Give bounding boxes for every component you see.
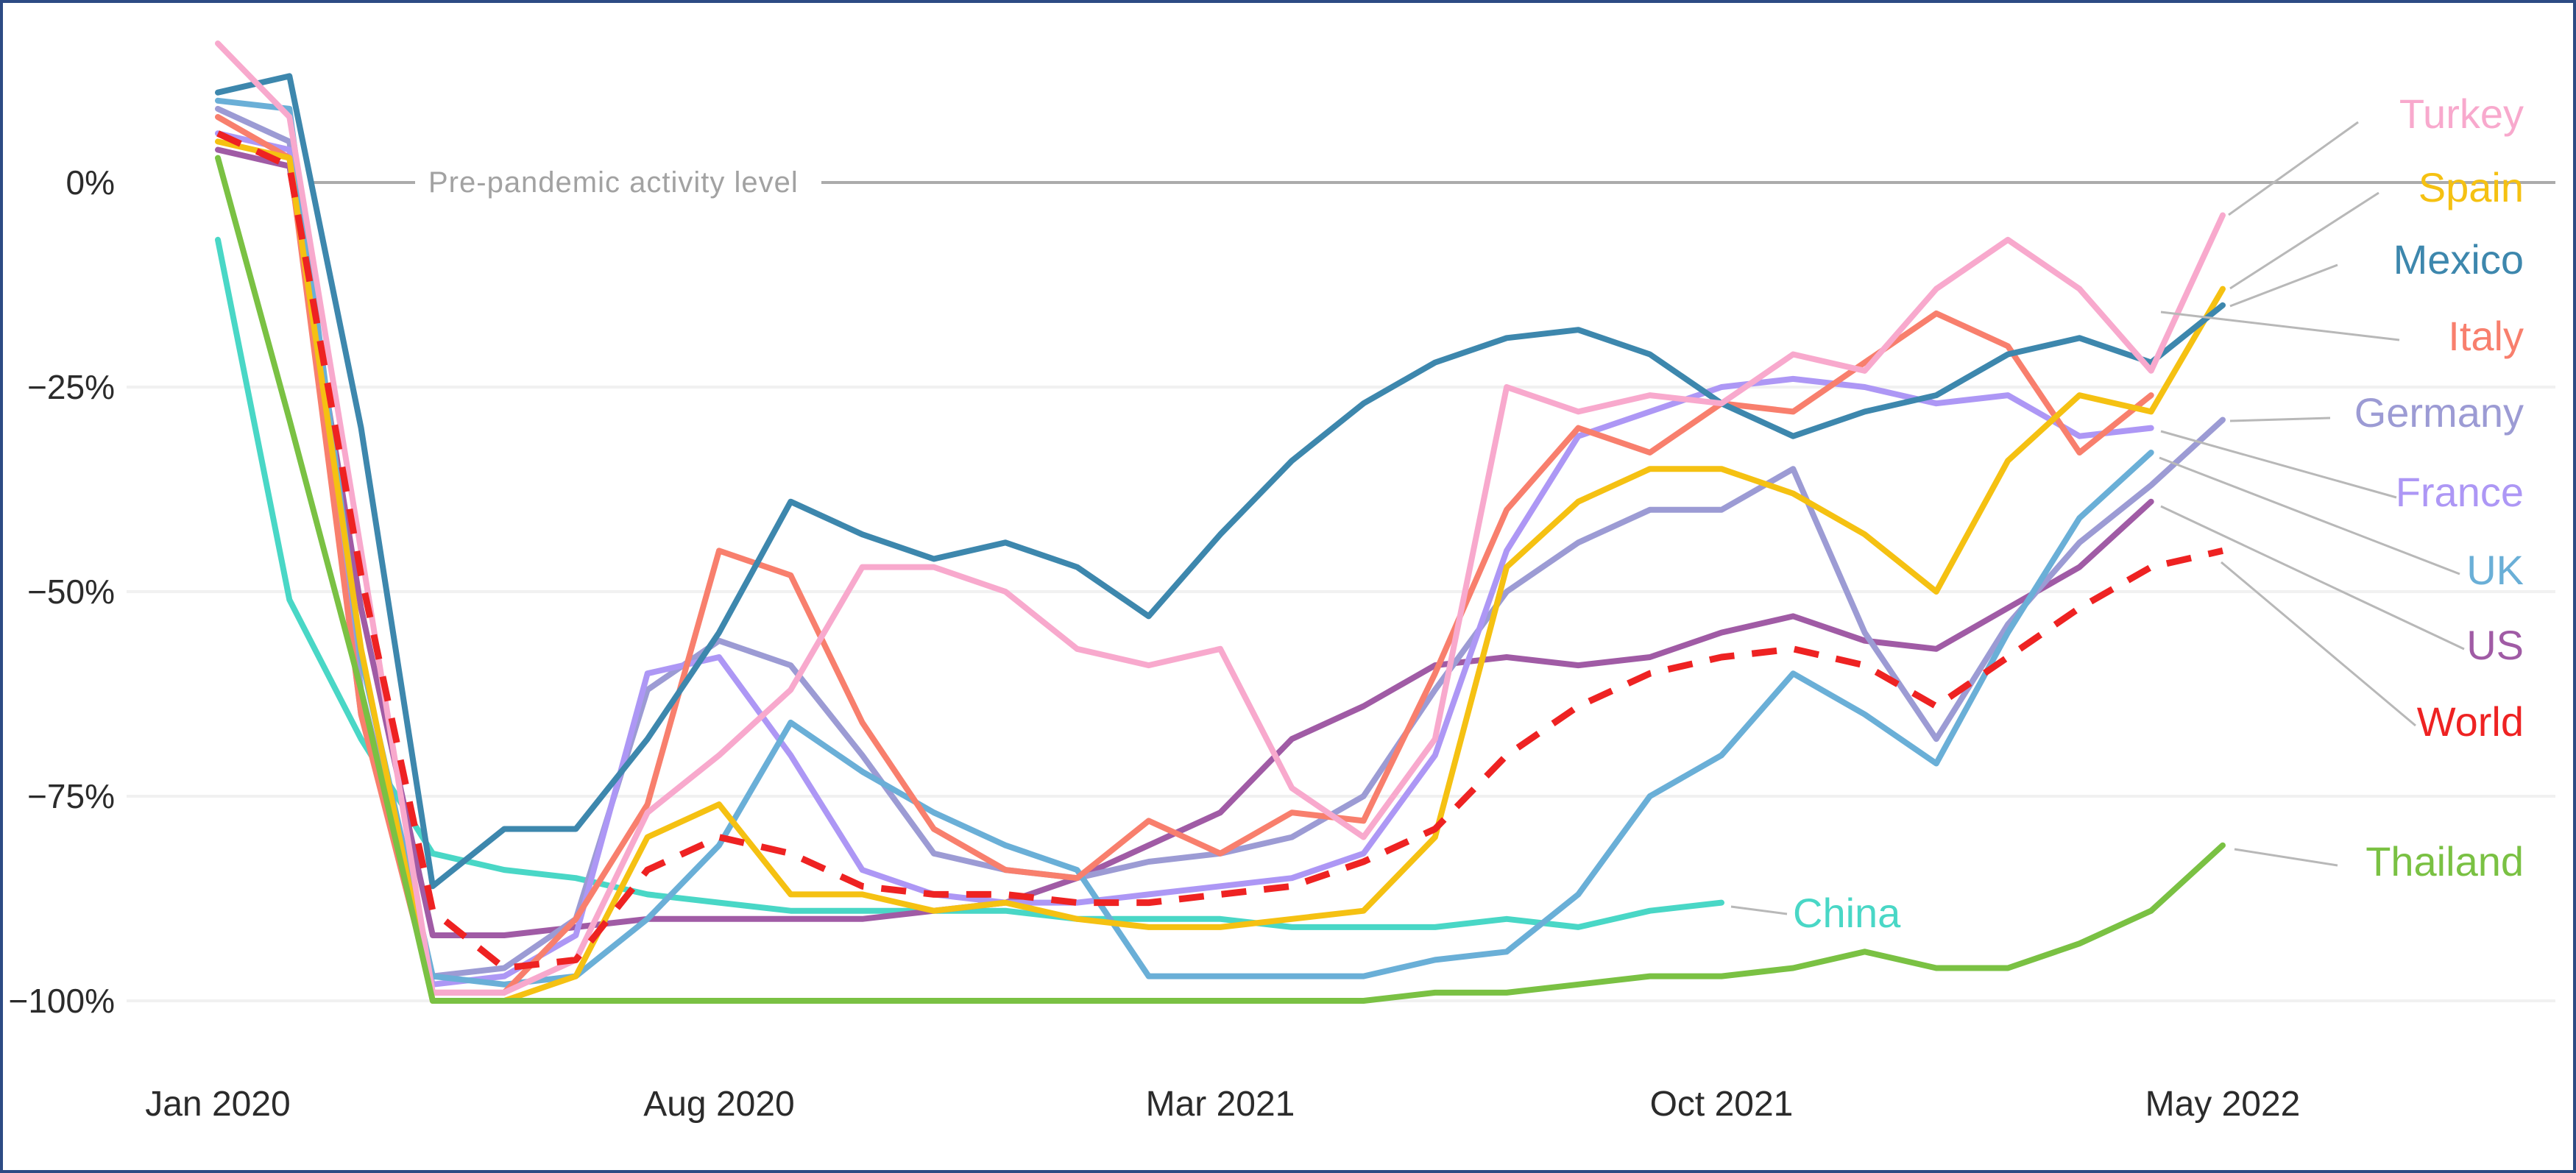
series-label-us: US xyxy=(2466,622,2524,668)
series-label-thailand: Thailand xyxy=(2366,838,2524,885)
x-tick-label: Aug 2020 xyxy=(643,1085,795,1124)
leader-line-mexico xyxy=(2229,263,2338,308)
series-line-uk xyxy=(215,97,2154,988)
series-label-spain: Spain xyxy=(2418,164,2524,210)
leader-line-turkey xyxy=(2228,121,2359,216)
leader-line-china xyxy=(1730,905,1788,915)
series-line-germany xyxy=(215,105,2226,979)
leader-line-us xyxy=(2160,505,2465,651)
series-label-world: World xyxy=(2417,698,2524,745)
series-label-mexico: Mexico xyxy=(2393,236,2524,283)
series-label-uk: UK xyxy=(2466,547,2524,593)
series-line-china xyxy=(215,236,1724,930)
series-line-mexico xyxy=(215,73,2226,890)
y-tick-label: 0% xyxy=(66,163,115,202)
y-tick-label: −25% xyxy=(27,368,115,406)
line-chart: Pre-pandemic activity level 0% −25% −50% −75… xyxy=(8,40,2555,1124)
y-tick-label: −75% xyxy=(27,777,115,815)
leader-line-france xyxy=(2160,430,2397,499)
x-tick-label: Jan 2020 xyxy=(145,1085,291,1124)
series-label-china: China xyxy=(1793,890,1901,936)
leader-line-world xyxy=(2221,561,2416,727)
leader-line-italy xyxy=(2160,311,2400,341)
x-tick-label: May 2022 xyxy=(2145,1085,2301,1124)
series-line-us xyxy=(215,146,2154,938)
series-label-turkey: Turkey xyxy=(2399,91,2524,137)
annotation-backplate xyxy=(415,163,821,202)
series-line-italy xyxy=(215,114,2154,996)
series-label-italy: Italy xyxy=(2448,313,2524,359)
leader-line-spain xyxy=(2229,191,2379,290)
leader-line-uk xyxy=(2159,456,2460,575)
series-line-turkey xyxy=(215,40,2226,996)
y-tick-label: −50% xyxy=(27,573,115,611)
series-label-france: France xyxy=(2396,469,2524,515)
series-line-thailand xyxy=(215,155,2226,1004)
series-label-germany: Germany xyxy=(2354,389,2524,436)
x-tick-label: Mar 2021 xyxy=(1146,1085,1295,1124)
series-line-world xyxy=(216,130,2224,971)
series-line-spain xyxy=(215,138,2226,1004)
pre-pandemic-annotation: Pre-pandemic activity level xyxy=(428,166,799,199)
leader-line-germany xyxy=(2229,417,2331,422)
x-tick-label: Oct 2021 xyxy=(1650,1085,1794,1124)
leader-line-thailand xyxy=(2234,848,2338,867)
y-tick-label: −100% xyxy=(8,982,115,1020)
